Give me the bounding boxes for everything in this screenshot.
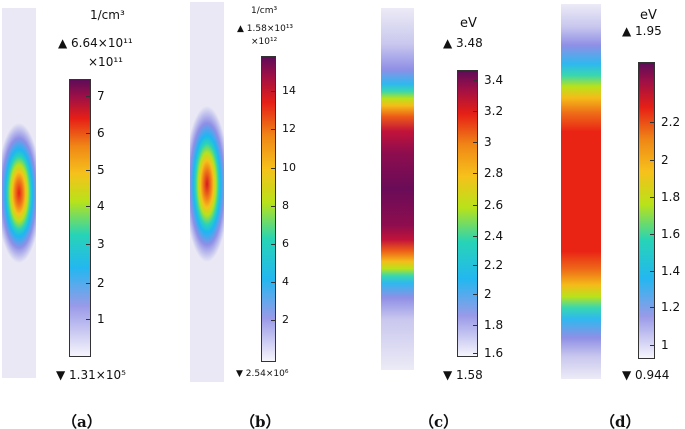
panel-d-min: ▼ 0.944 [622,368,670,382]
panel-d-tick-label: 1.8 [661,190,681,204]
panel-d-strip [561,4,601,379]
panel-b-tick-mark [271,129,275,130]
panel-d-tick-mark [650,234,654,235]
panel-a-tick-label: 1 [97,312,105,326]
panel-b-tick-mark [271,168,275,169]
panel-b-tick-mark [271,91,275,92]
panel-a-max: ▲ 6.64×10¹¹ [58,36,133,50]
panel-a-tick-mark [86,244,90,245]
panel-c-tick-label: 3.2 [484,104,504,118]
panel-a-min: ▼ 1.31×10⁵ [56,368,126,382]
panel-b-max: ▲ 1.58×10¹³ [237,24,294,34]
panel-b-tick-label: 6 [282,237,289,250]
panel-b-min: ▼ 2.54×10⁶ [236,369,289,379]
panel-a-tick-mark [86,319,90,320]
panel-a-tick-label: 6 [97,126,105,140]
panel-a-multiplier: ×10¹¹ [88,55,123,69]
panel-a-tick-mark [86,96,90,97]
panel-b-caption: （b） [240,413,281,429]
panel-c-tick-mark [473,80,477,81]
panel-d-caption: （d） [600,413,641,429]
panel-a-tick-label: 3 [97,237,105,251]
panel-b-tick-label: 14 [282,84,296,97]
panel-d-tick-label: 1.2 [661,300,681,314]
panel-b-tick-mark [271,282,275,283]
panel-b-tick-label: 2 [282,313,289,326]
panel-c-tick-mark [473,265,477,266]
panel-b-strip [190,2,224,382]
panel-d-colorbar [638,62,655,359]
panel-d-tick-label: 1.6 [661,227,681,241]
panel-a-tick-mark [86,206,90,207]
panel-c-tick-mark [473,325,477,326]
panel-a-unit: 1/cm³ [90,8,125,22]
panel-d-tick-label: 2 [661,153,669,167]
panel-c-strip [381,8,414,370]
panel-c-tick-label: 2.8 [484,166,504,180]
panel-d-tick-label: 2.2 [661,115,681,129]
panel-c-tick-mark [473,294,477,295]
panel-a-strip [2,8,36,378]
panel-d-tick-mark [650,271,654,272]
panel-d-tick-mark [650,160,654,161]
panel-d-max: ▲ 1.95 [622,24,662,38]
panel-a-tick-label: 5 [97,163,105,177]
panel-c-tick-label: 1.8 [484,318,504,332]
panel-a-tick-label: 7 [97,89,105,103]
panel-c-colorbar [457,70,478,357]
panel-a-tick-mark [86,133,90,134]
panel-a-tick-label: 2 [97,276,105,290]
panel-b-hotspot [190,2,224,382]
panel-c-tick-mark [473,236,477,237]
panel-b-tick-mark [271,206,275,207]
panel-b-tick-label: 10 [282,161,296,174]
panel-d-tick-mark [650,122,654,123]
panel-d-unit: eV [640,8,657,23]
panel-d-tick-mark [650,307,654,308]
panel-c-tick-mark [473,111,477,112]
panel-b-unit: 1/cm³ [251,6,278,16]
panel-b-tick-mark [271,320,275,321]
panel-c-tick-label: 2.2 [484,258,504,272]
panel-c-tick-label: 2.6 [484,198,504,212]
panel-c-tick-label: 3 [484,135,492,149]
panel-c-max: ▲ 3.48 [443,36,483,50]
panel-b-tick-label: 4 [282,275,289,288]
panel-c-unit: eV [460,16,477,31]
panel-a-caption: （a） [62,413,102,429]
panel-a-hotspot [2,8,36,378]
panel-b-tick-label: 12 [282,122,296,135]
panel-a-colorbar [69,79,91,357]
panel-b-tick-label: 8 [282,199,289,212]
panel-b-multiplier: ×10¹² [251,37,278,47]
panel-b-colorbar [261,56,276,362]
panel-d-tick-mark [650,345,654,346]
panel-a-tick-mark [86,283,90,284]
panel-c-min: ▼ 1.58 [443,368,483,382]
panel-c-tick-mark [473,142,477,143]
panel-c-tick-mark [473,205,477,206]
panel-c-tick-label: 2.4 [484,229,504,243]
panel-c-tick-mark [473,173,477,174]
panel-a-tick-label: 4 [97,199,105,213]
panel-c-caption: （c） [419,413,459,429]
panel-d-tick-label: 1.4 [661,264,681,278]
panel-c-tick-label: 3.4 [484,73,504,87]
panel-d-tick-mark [650,197,654,198]
panel-d-tick-label: 1 [661,338,669,352]
panel-c-tick-label: 2 [484,287,492,301]
panel-c-tick-mark [473,353,477,354]
panel-c-tick-label: 1.6 [484,346,504,360]
panel-b-tick-mark [271,244,275,245]
panel-a-tick-mark [86,170,90,171]
